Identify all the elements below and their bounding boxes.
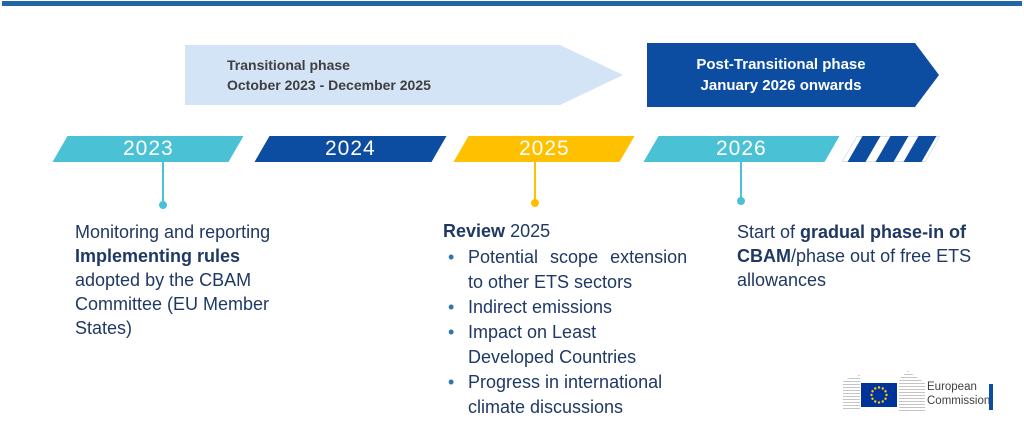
eu-flag-stars xyxy=(870,386,888,404)
note-2026-pre: Start of xyxy=(737,222,801,242)
future-stripe xyxy=(875,136,909,162)
bullet-item: Progress in international climate discus… xyxy=(443,370,705,420)
note-2025: Review 2025 Potential scope extension to… xyxy=(443,219,705,420)
european-commission-logo: European Commission xyxy=(843,369,995,417)
bullet-item: Potential scope extension to other ETS s… xyxy=(443,245,705,295)
logo-streaks-right xyxy=(899,371,925,411)
note-2026-bold: gradual phase-in of CBAM xyxy=(737,222,967,266)
note-2025-title-year: 2025 xyxy=(510,221,551,241)
post-transitional-phase-banner: Post-Transitional phase January 2026 onw… xyxy=(647,43,915,107)
transitional-phase-banner: Transitional phase October 2023 - Decemb… xyxy=(185,45,560,105)
logo-streaks-left xyxy=(843,375,860,411)
eu-flag-icon xyxy=(861,383,897,407)
ec-logo-line1: European xyxy=(927,381,977,393)
note-2026: Start of gradual phase-in of CBAM/phase … xyxy=(737,220,989,292)
post-transitional-phase-dates: January 2026 onwards xyxy=(700,77,862,94)
year-label-2025: 2025 xyxy=(518,137,570,160)
year-bar-2026: 2026 xyxy=(643,136,840,162)
note-2023: Monitoring and reporting Implementing ru… xyxy=(75,220,307,340)
future-stripe xyxy=(847,136,881,162)
note-2025-title: Review 2025 xyxy=(443,219,705,244)
transitional-phase-dates: October 2023 - December 2025 xyxy=(227,77,431,93)
connector-line-2023 xyxy=(162,162,164,202)
bullet-item: Indirect emissions xyxy=(443,295,705,320)
ec-logo-blue-bar xyxy=(989,384,993,410)
year-bar-2023: 2023 xyxy=(52,136,244,162)
note-2023-intro: Monitoring and reporting xyxy=(75,222,271,242)
note-2026-rest: /phase out of free ETS allowances xyxy=(737,246,972,290)
year-label-2024: 2024 xyxy=(325,137,376,160)
year-label-2023: 2023 xyxy=(122,137,174,160)
review-bullet-list: Potential scope extension to other ETS s… xyxy=(443,245,705,420)
year-label-2026: 2026 xyxy=(716,137,767,160)
connector-line-2026 xyxy=(740,162,742,198)
transitional-phase-title: Transitional phase xyxy=(227,57,350,73)
note-2025-title-bold: Review xyxy=(443,221,506,241)
top-accent-bar xyxy=(2,1,1022,6)
connector-line-2025 xyxy=(534,162,536,200)
note-2023-rest: adopted by the CBAM Committee (EU Member… xyxy=(75,270,270,338)
post-transitional-banner-arrow-tip xyxy=(915,43,939,107)
year-bar-2024: 2024 xyxy=(254,136,447,162)
note-2023-bold: Implementing rules xyxy=(75,246,241,266)
connector-dot-2025 xyxy=(531,199,539,207)
post-transitional-phase-title: Post-Transitional phase xyxy=(696,56,866,73)
ec-logo-line2: Commission xyxy=(927,394,991,407)
future-years-striped-bar xyxy=(841,136,941,162)
future-stripe xyxy=(903,136,937,162)
connector-dot-2023 xyxy=(159,201,167,209)
year-bar-2025: 2025 xyxy=(453,136,635,162)
transitional-banner-arrow-tip xyxy=(560,45,623,105)
bullet-item: Impact on Least Developed Countries xyxy=(443,320,705,370)
ec-logo-text: European Commission xyxy=(927,381,990,408)
connector-dot-2026 xyxy=(737,197,745,205)
